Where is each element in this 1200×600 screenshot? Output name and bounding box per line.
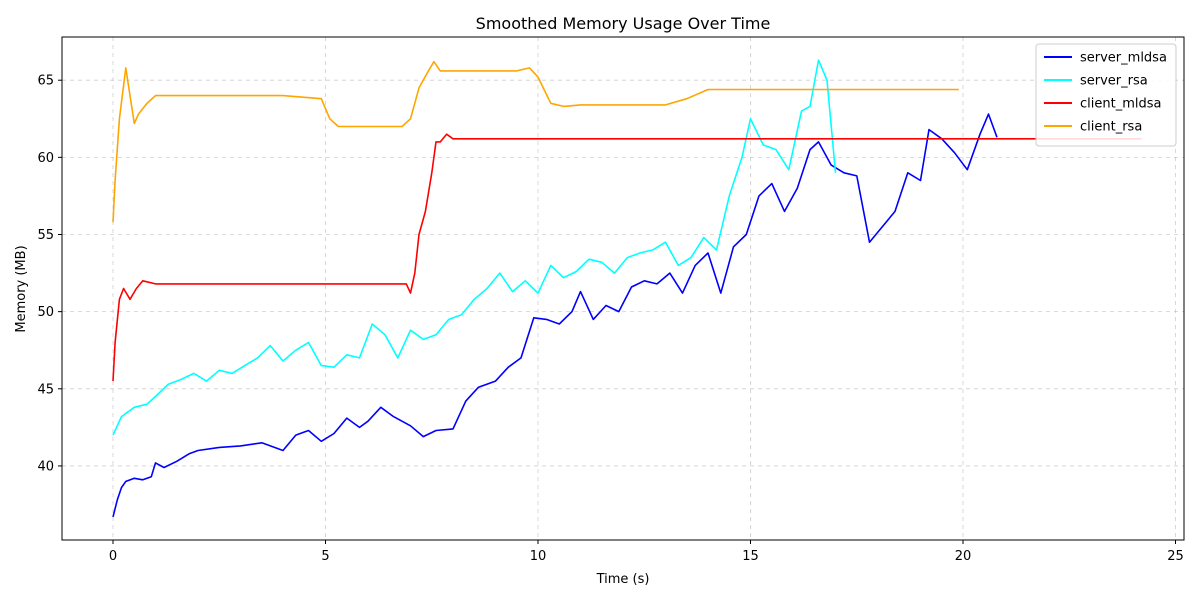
legend: server_mldsa server_rsa client_mldsaclient…: [1035, 43, 1177, 147]
legend-label: client_mldsa: [1080, 97, 1161, 112]
legend-box: [1035, 43, 1177, 147]
plot-frame: [61, 36, 1185, 541]
x-tick-label: 15: [742, 549, 759, 564]
y-tick-label: 50: [37, 305, 54, 320]
x-axis-label: Time (s): [596, 572, 650, 587]
legend-label: server_mldsa: [1080, 51, 1167, 66]
series-line-server-mldsa: [112, 113, 998, 518]
y-tick-label: 60: [37, 151, 54, 166]
y-tick-label: 55: [37, 228, 54, 243]
x-tick-label: 10: [530, 549, 547, 564]
legend-label: server_rsa: [1080, 74, 1148, 89]
x-tick-label: 25: [1167, 549, 1184, 564]
x-axis-ticks: 0 5 10 15 20 25: [109, 540, 1184, 564]
x-tick-label: 5: [321, 549, 329, 564]
legend-label: client_rsa: [1080, 120, 1142, 135]
y-axis-ticks: 40 45 50 55 60 65: [37, 74, 62, 474]
y-axis-label: Memory (MB): [14, 245, 29, 332]
x-tick-label: 0: [109, 549, 117, 564]
series-line-client-mldsa: [112, 133, 1142, 382]
y-tick-label: 65: [37, 74, 54, 89]
x-tick-label: 20: [955, 549, 972, 564]
y-tick-label: 45: [37, 382, 54, 397]
series-line-client-rsa: [112, 60, 959, 223]
y-tick-label: 40: [37, 459, 54, 474]
series-line-server-rsa: [112, 59, 837, 436]
chart-title: Smoothed Memory Usage Over Time: [476, 14, 771, 33]
plot-area: [112, 59, 1142, 518]
